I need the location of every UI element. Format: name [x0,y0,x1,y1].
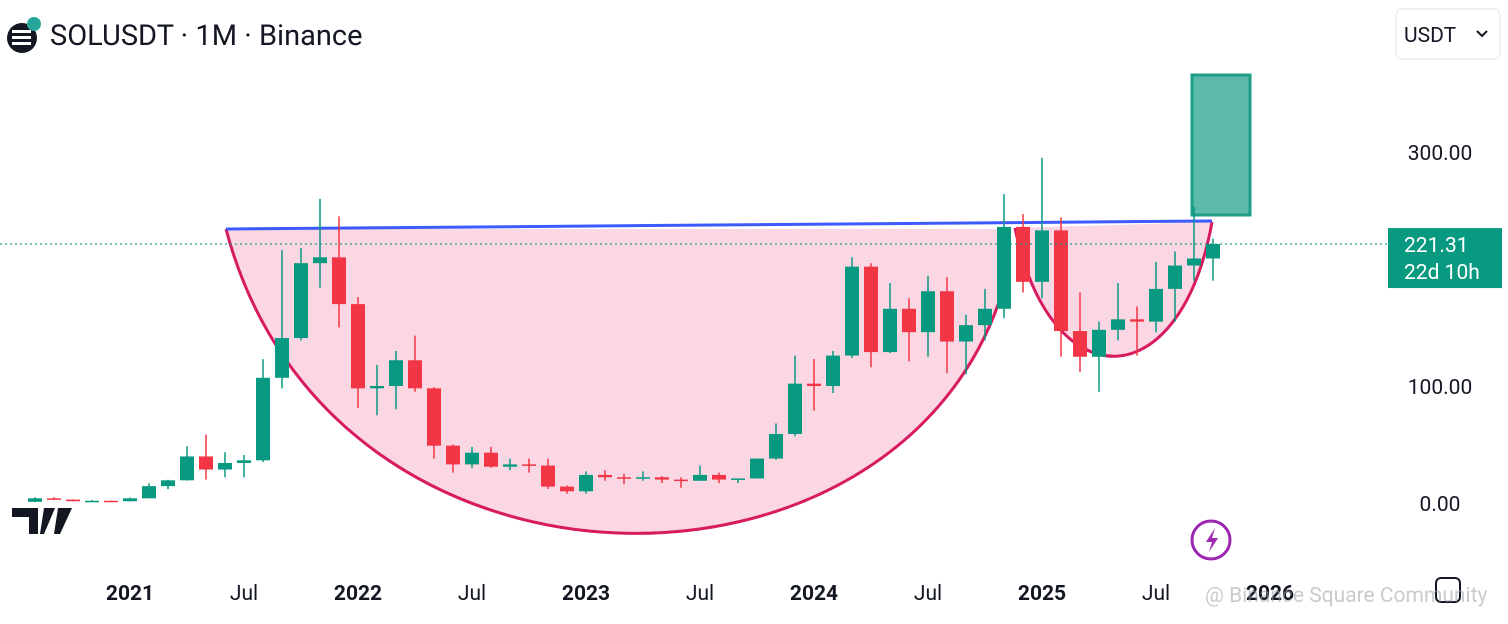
x-tick-label: Jul [458,582,486,606]
candle-body [902,308,916,333]
candle-body [256,377,270,461]
target-box [1190,73,1252,217]
candle-body [313,257,327,264]
candle-body [503,464,517,467]
candle-body [617,477,631,479]
candle-body [674,479,688,482]
candle-body [294,263,308,339]
candle-body [598,474,612,478]
candle-body [332,257,346,305]
plot-area [28,157,1220,503]
candle-body [47,498,61,500]
candle-body [218,462,232,470]
dropdown-arrow[interactable] [1476,30,1488,38]
neckline [225,219,1213,231]
candle-body [712,474,726,480]
candle-body [1206,244,1220,259]
candle-body [579,474,593,492]
candle-body [1016,226,1030,282]
x-tick-label: Jul [914,582,942,606]
candle-body [560,486,574,492]
chart-title: SOLUSDT · 1M · Binance [50,19,362,53]
candle-body [66,499,80,502]
candle-body [484,452,498,467]
candle-body [180,456,194,481]
last-price-label: 221.31 [1404,234,1469,258]
candle-body [161,480,175,487]
candle-body [446,445,460,465]
candle-body [142,486,156,499]
candle-body [275,338,289,378]
candle-body [769,433,783,459]
candle-body [1111,319,1125,330]
x-tick-label: 2022 [334,582,382,606]
candle-body [1054,230,1068,332]
x-tick-label: Jul [230,582,258,606]
candle-body [427,388,441,446]
candle-body [826,355,840,386]
candle-body [636,477,650,479]
candle-body [522,464,536,466]
x-tick-label: Jul [1142,582,1170,606]
candle-body [1092,329,1106,357]
candle-body [1130,319,1144,322]
candle-body [85,500,99,503]
y-tick-label: 300.00 [1408,142,1473,166]
candle-body [655,477,669,480]
candle-body [693,474,707,481]
candle-body [750,458,764,479]
candle-body [389,360,403,386]
watermark: @ Binance Square Community [1205,584,1488,608]
candle-body [541,465,555,487]
candle-body [1168,265,1182,289]
candle-body [237,460,251,463]
countdown-label: 22d 10h [1404,261,1480,285]
candle-body [1073,331,1087,357]
candle-body [123,498,137,502]
candle-body [978,308,992,326]
candle-body [788,383,802,434]
symbol-icon [7,17,41,53]
x-tick-label: 2021 [106,582,154,606]
x-tick-label: 2025 [1018,582,1066,606]
candle-body [104,500,118,503]
candle-body [408,360,422,389]
candle-body [883,308,897,353]
candle-body [465,452,479,465]
candle-body [1149,288,1163,322]
candle-body [28,498,42,502]
tradingview-logo [12,508,72,534]
x-tick-label: Jul [686,582,714,606]
candle-body [351,304,365,389]
candle-body [997,226,1011,309]
lightning-icon [1190,519,1232,561]
candle-body [845,266,859,356]
settings-icon[interactable] [1435,577,1461,603]
x-tick-label: 2026 [1246,582,1294,606]
x-tick-label: 2024 [790,582,838,606]
x-tick-label: 2023 [562,582,610,606]
candle-body [807,383,821,386]
candle-body [864,266,878,353]
candle-body [940,291,954,342]
candle-body [731,478,745,480]
y-tick-label: 100.00 [1408,376,1473,400]
currency-selector[interactable] [1395,8,1501,60]
currency-label[interactable]: USDT [1404,24,1457,48]
candle-body [1035,230,1049,282]
y-tick-label: 0.00 [1420,493,1461,517]
candle-body [199,456,213,470]
candle-body [1187,258,1201,266]
candle-body [921,291,935,333]
last-price-box [1388,228,1502,289]
candle-body [370,386,384,389]
candle-body [959,325,973,342]
